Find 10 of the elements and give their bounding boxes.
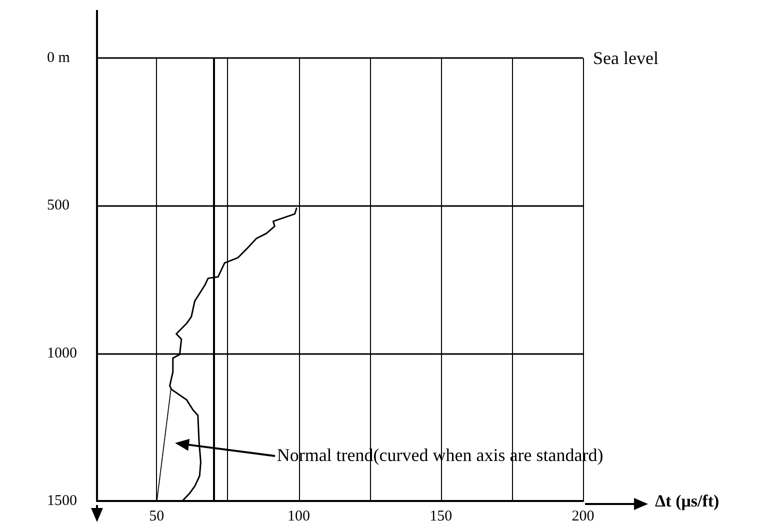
y-tick-label: 1500 <box>47 493 77 509</box>
x-tick-label: 150 <box>430 508 452 524</box>
y-tick-label: 1000 <box>47 345 77 362</box>
x-tick-label: 100 <box>288 508 310 524</box>
x-axis-title: Δt (μs/ft) <box>655 492 720 510</box>
x-tick-label: 200 <box>572 508 594 524</box>
x-tick-label: 50 <box>149 508 164 524</box>
text: Sea level <box>593 48 658 68</box>
y-tick-label: 500 <box>47 198 70 214</box>
y-tick-label: 0 m <box>47 50 70 66</box>
